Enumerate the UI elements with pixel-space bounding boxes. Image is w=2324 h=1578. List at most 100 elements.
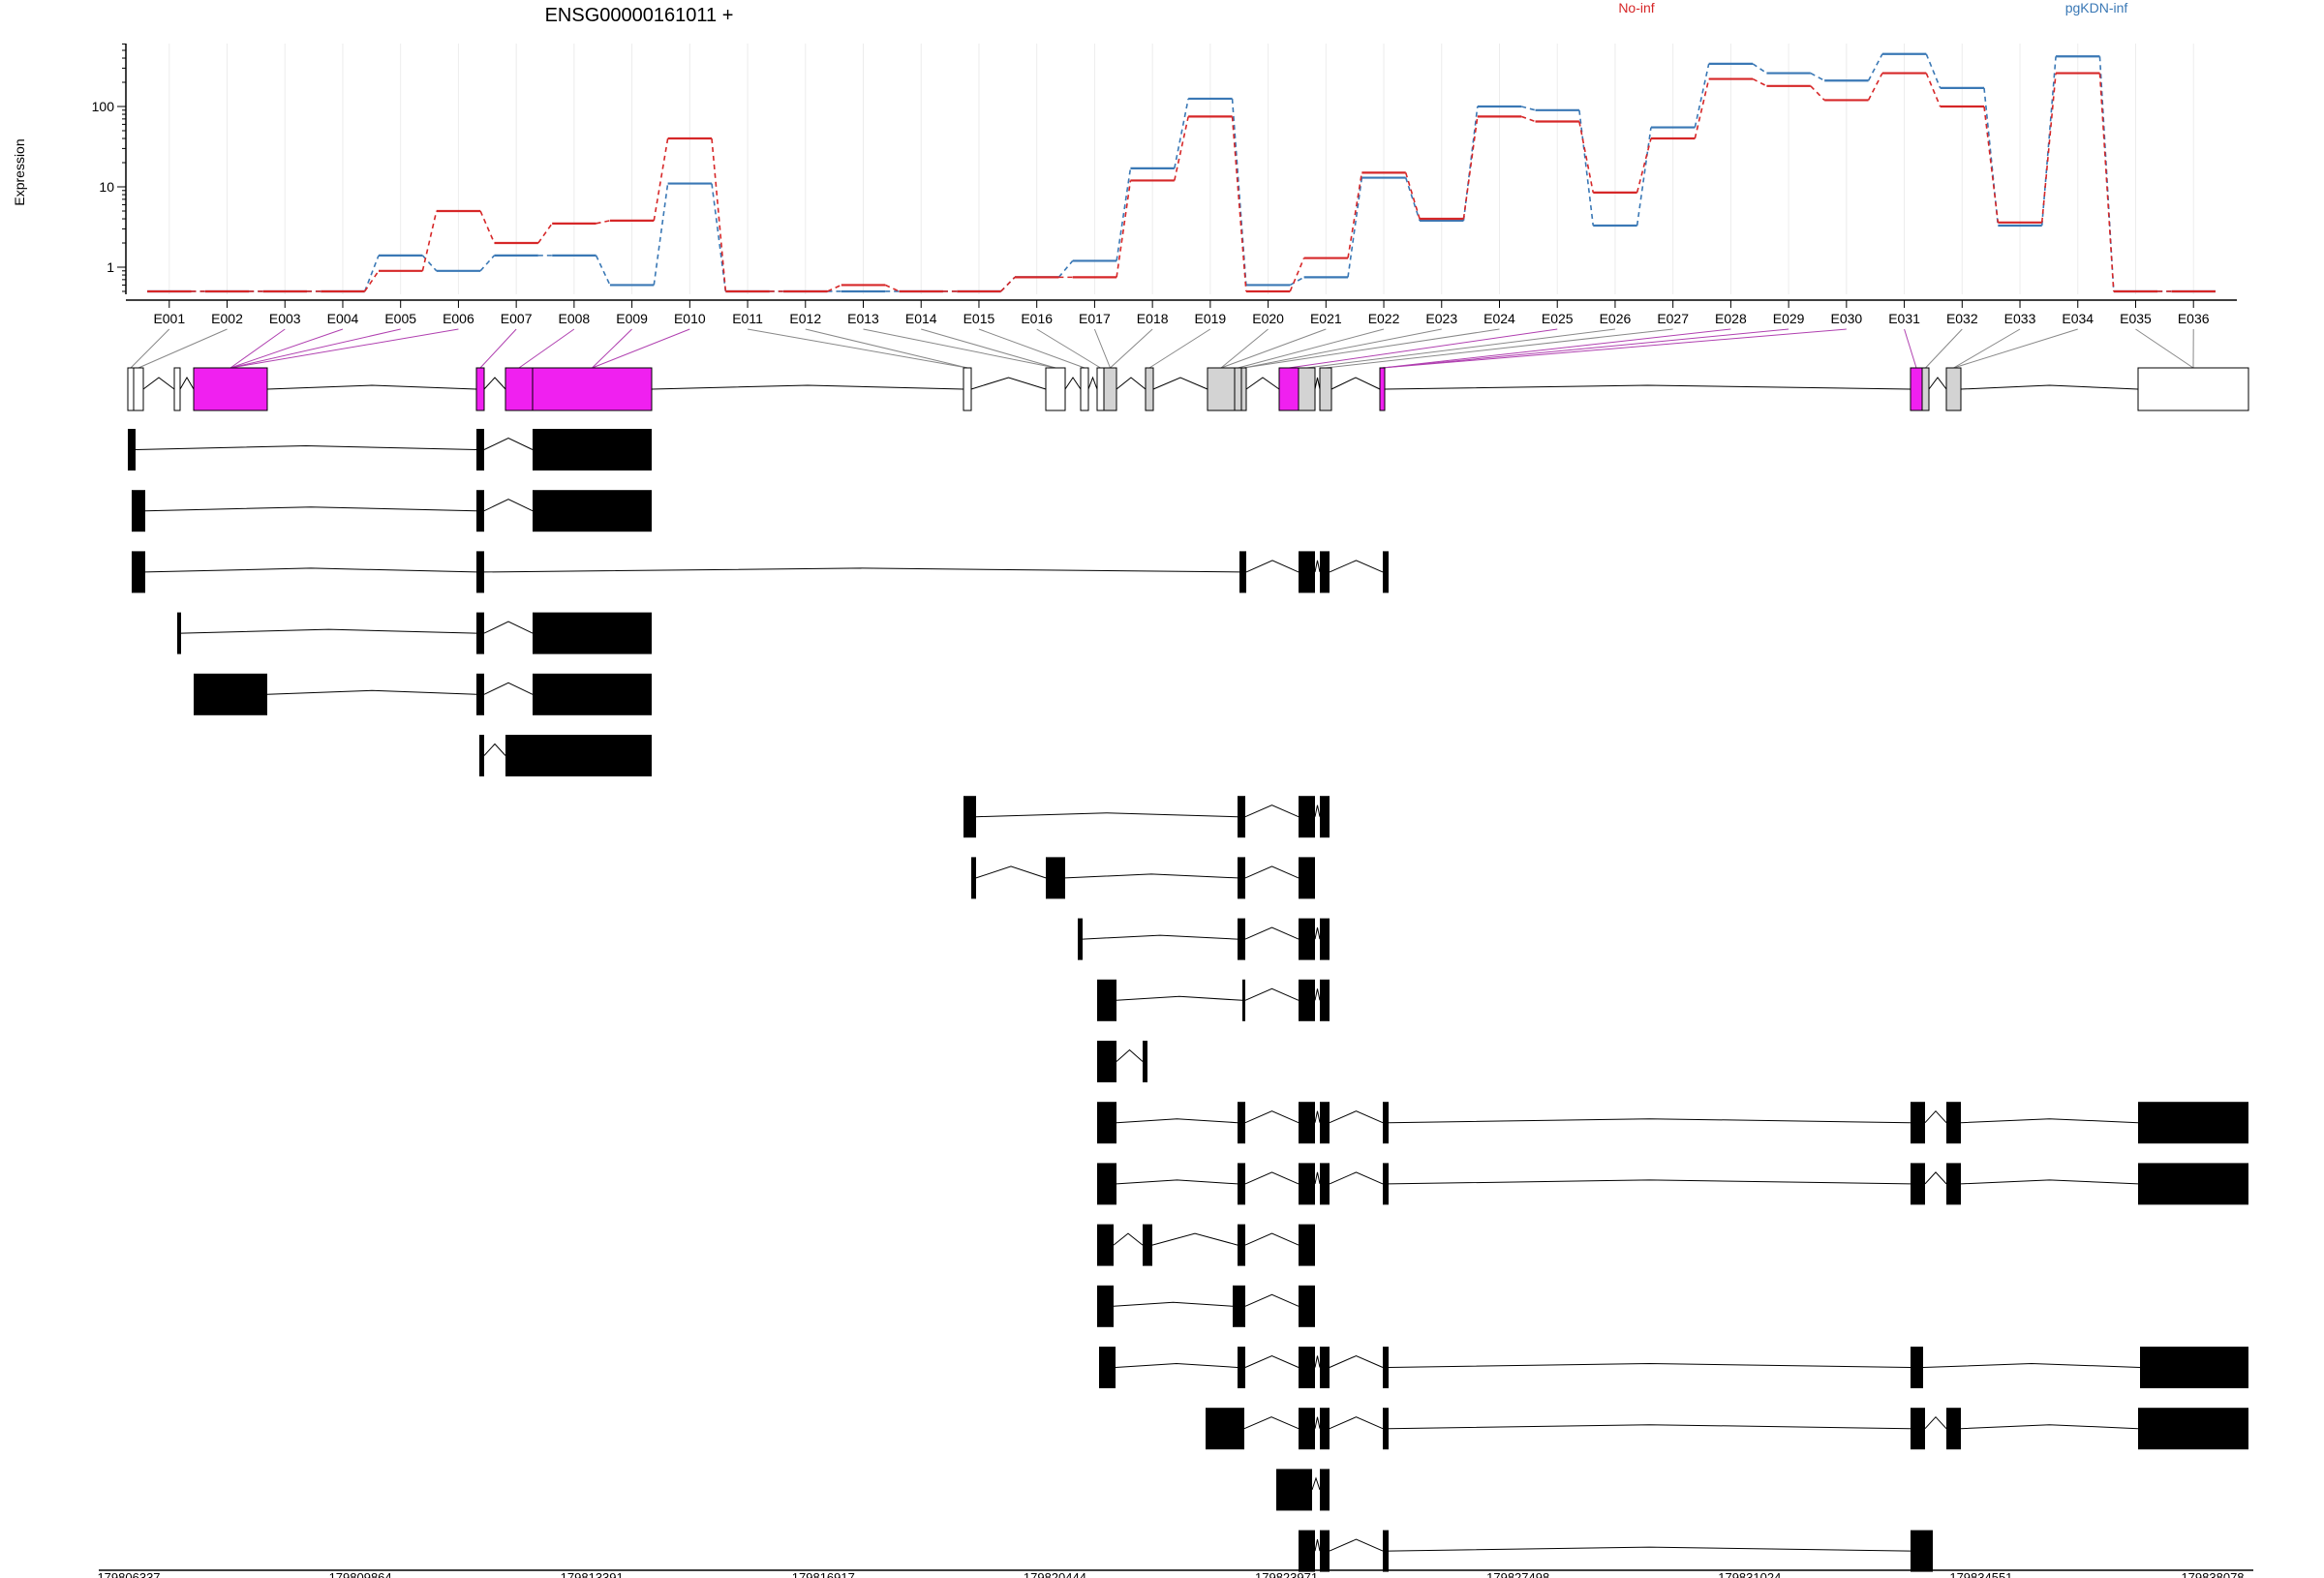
exon-label-e016: E016 xyxy=(1021,311,1053,326)
transcript-intron xyxy=(1329,1171,1384,1185)
exon-label-e008: E008 xyxy=(559,311,591,326)
exon-label-e002: E002 xyxy=(211,311,243,326)
exon-connector xyxy=(1306,328,1616,369)
transcript-intron xyxy=(1924,1109,1947,1124)
transcript-exon xyxy=(1911,1102,1925,1144)
gene-exon xyxy=(963,367,972,411)
series-pgkdn-inf-steps xyxy=(147,52,2216,293)
exon-label-e026: E026 xyxy=(1600,311,1632,326)
transcript-intron xyxy=(1116,1179,1238,1185)
transcript-13 xyxy=(1097,1163,2248,1205)
transcript-exon xyxy=(1299,1163,1315,1205)
exon-label-e019: E019 xyxy=(1195,311,1227,326)
gene-intron xyxy=(1116,377,1147,390)
transcript-intron xyxy=(483,621,534,634)
exon-label-e017: E017 xyxy=(1079,311,1111,326)
transcript-intron xyxy=(1243,1416,1300,1430)
gene-exon xyxy=(1278,367,1300,411)
transcript-intron xyxy=(1116,1118,1238,1124)
y-tick-label: 10 xyxy=(99,179,114,195)
series-no-inf-steps xyxy=(147,72,2216,293)
genomic-tick-label: 179838078 xyxy=(2181,1570,2244,1578)
transcript-exon xyxy=(1097,979,1116,1021)
transcript-7 xyxy=(963,796,1330,838)
transcript-exon xyxy=(2138,1163,2248,1205)
transcript-18 xyxy=(1276,1469,1330,1511)
transcript-intron xyxy=(1244,1171,1300,1185)
gene-intron xyxy=(1064,377,1082,390)
gene-intron xyxy=(1928,377,1947,390)
exon-connector xyxy=(518,328,575,369)
exon-axis: E001 E002 E003 E004 E005 E006 E007 E008 E009 E010… xyxy=(126,299,2237,326)
transcript-intron xyxy=(1113,1232,1144,1246)
genomic-tick-label: 179827498 xyxy=(1486,1570,1549,1578)
transcript-intron xyxy=(1115,1362,1238,1368)
transcript-17 xyxy=(1206,1408,2248,1450)
transcript-intron xyxy=(180,628,477,634)
transcript-exon xyxy=(1299,918,1315,960)
exon-connector xyxy=(1093,328,1111,369)
gene-intron xyxy=(1152,377,1208,390)
transcript-1 xyxy=(128,429,652,470)
exon-connector xyxy=(1243,328,1442,369)
transcript-models xyxy=(128,429,2248,1572)
transcript-exon xyxy=(1383,1163,1389,1205)
transcript-intron xyxy=(1314,1355,1321,1368)
exon-connector xyxy=(1382,328,1847,369)
transcript-intron xyxy=(1244,1110,1300,1124)
transcript-exon xyxy=(1238,1347,1245,1388)
gene-exon xyxy=(1319,367,1332,411)
transcript-exon xyxy=(1946,1163,1961,1205)
transcript-exon xyxy=(132,490,145,532)
exon-label-e015: E015 xyxy=(963,311,995,326)
transcript-intron xyxy=(1116,995,1243,1001)
transcript-intron xyxy=(1244,804,1300,818)
gene-exon xyxy=(1103,367,1117,411)
y-tick-label: 1 xyxy=(107,259,114,275)
transcript-exon xyxy=(963,796,976,838)
transcript-6 xyxy=(479,735,652,776)
transcript-exon xyxy=(194,673,267,715)
exon-label-e012: E012 xyxy=(789,311,821,326)
transcript-exon xyxy=(1383,1347,1389,1388)
transcript-exon xyxy=(1320,1408,1330,1450)
exon-label-e013: E013 xyxy=(847,311,879,326)
transcript-intron xyxy=(1960,1118,2139,1124)
transcript-exon xyxy=(1946,1102,1961,1144)
gene-exon xyxy=(1240,367,1247,411)
genomic-tick-label: 179834551 xyxy=(1949,1570,2012,1578)
transcript-4 xyxy=(177,612,652,654)
transcript-intron xyxy=(1922,1362,2141,1368)
legend-no-inf: No-inf xyxy=(1618,0,1654,15)
transcript-exon xyxy=(1911,1408,1925,1450)
transcript-intron xyxy=(1329,560,1384,573)
transcript-exon xyxy=(1299,1347,1315,1388)
transcript-15 xyxy=(1097,1285,1315,1327)
transcript-intron xyxy=(1244,926,1300,940)
exon-label-e004: E004 xyxy=(327,311,359,326)
exon-connector xyxy=(1220,328,1327,369)
transcript-8 xyxy=(971,857,1315,899)
transcript-exon xyxy=(1238,1102,1245,1144)
transcript-intron xyxy=(483,743,506,756)
transcript-intron xyxy=(1388,1424,1911,1430)
transcript-exon xyxy=(177,612,181,654)
transcript-exon xyxy=(2140,1347,2248,1388)
transcript-intron xyxy=(1314,988,1321,1001)
gene-exon xyxy=(1096,367,1105,411)
transcript-exon xyxy=(505,735,652,776)
exon-connector xyxy=(1904,328,1917,369)
exon-label-e011: E011 xyxy=(732,311,763,326)
transcript-intron xyxy=(1388,1362,1911,1368)
transcript-exon xyxy=(2138,1102,2248,1144)
transcript-exon xyxy=(476,490,484,532)
transcript-exon xyxy=(1143,1041,1147,1082)
transcript-intron xyxy=(975,812,1238,818)
gene-intron xyxy=(1384,384,1911,390)
gene-intron xyxy=(266,384,477,390)
gene-exon xyxy=(532,367,653,411)
transcript-exon xyxy=(128,429,136,470)
exon-label-e036: E036 xyxy=(2178,311,2210,326)
genomic-tick-label: 179831024 xyxy=(1718,1570,1781,1578)
gene-exon xyxy=(2137,367,2249,411)
